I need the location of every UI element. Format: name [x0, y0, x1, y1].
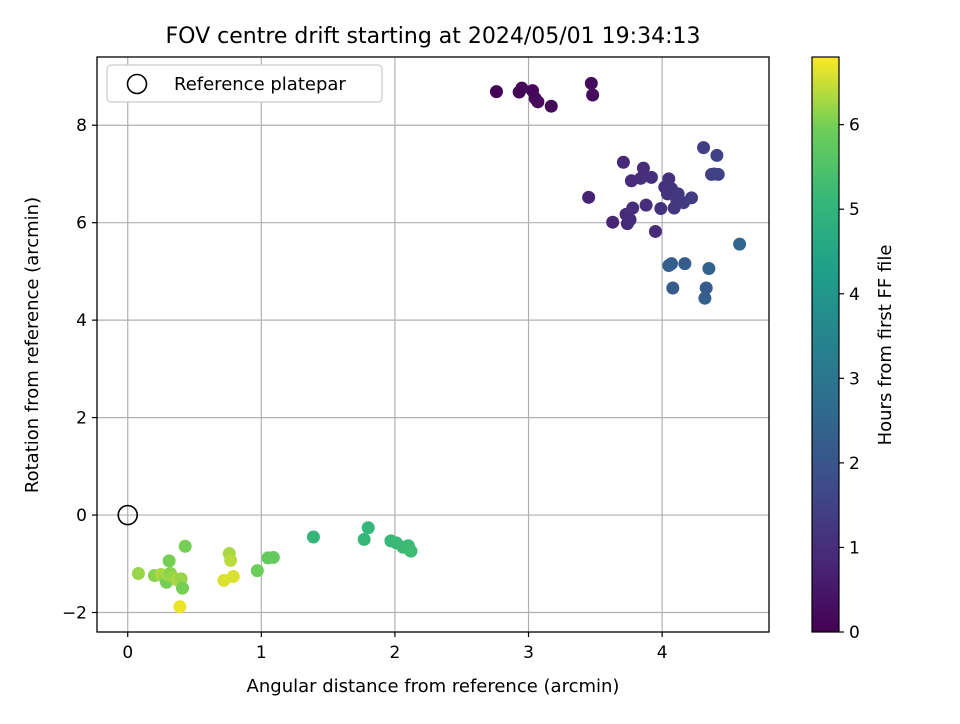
scatter-point — [544, 99, 558, 113]
scatter-point — [162, 554, 176, 568]
scatter-point — [489, 85, 503, 99]
scatter-point — [636, 161, 650, 175]
scatter-point — [131, 567, 145, 581]
colorbar-ticks: 0 1 2 3 4 5 6 — [839, 116, 860, 643]
scatter-point — [678, 257, 692, 271]
y-tick-label: 8 — [76, 116, 87, 136]
scatter-point — [584, 76, 598, 90]
scatter-point — [639, 198, 653, 212]
scatter-point — [306, 530, 320, 544]
legend-entry-reference-platepar: Reference platepar — [174, 74, 346, 95]
scatter-point — [710, 148, 724, 162]
scatter-point — [586, 88, 600, 102]
plot-frame — [96, 56, 770, 633]
reference-platepar-marker — [117, 504, 139, 526]
x-axis-ticks: 0 1 2 3 4 — [122, 632, 668, 663]
scatter-point — [176, 581, 190, 595]
grid-lines — [97, 57, 769, 632]
colorbar-tick-label: 0 — [849, 623, 860, 643]
legend-marker-icon — [126, 73, 148, 95]
scatter-point — [654, 202, 668, 216]
scatter-point — [698, 291, 712, 305]
colorbar-gradient — [812, 57, 839, 632]
scatter-point — [582, 190, 596, 204]
scatter-point — [531, 95, 545, 109]
scatter-point — [685, 191, 699, 205]
scatter-point — [666, 281, 680, 295]
y-tick-label: 2 — [76, 409, 87, 429]
scatter-point — [648, 224, 662, 238]
scatter-point — [697, 141, 711, 155]
scatter-point — [361, 521, 375, 535]
colorbar-tick-label: 3 — [849, 369, 860, 389]
y-tick-label: 6 — [76, 214, 87, 234]
legend: Reference platepar — [106, 64, 383, 103]
scatter-point — [699, 281, 713, 295]
scatter-point — [634, 171, 648, 185]
y-tick-label: −2 — [62, 604, 87, 624]
x-axis-label: Angular distance from reference (arcmin) — [247, 676, 620, 697]
colorbar-tick-label: 1 — [849, 538, 860, 558]
colorbar-label: Hours from first FF file — [875, 245, 896, 446]
scatter-point — [623, 213, 637, 227]
data-points — [131, 76, 747, 614]
y-tick-label: 4 — [76, 311, 87, 331]
colorbar-tick-label: 5 — [849, 200, 860, 220]
scatter-point — [664, 257, 678, 271]
scatter-point — [404, 544, 418, 558]
scatter-point — [224, 553, 238, 567]
scatter-point — [644, 170, 658, 184]
legend-box — [106, 64, 383, 103]
y-axis-label: Rotation from reference (arcmin) — [22, 197, 43, 493]
chart-title: FOV centre drift starting at 2024/05/01 … — [166, 24, 701, 49]
colorbar-frame — [811, 56, 840, 633]
scatter-point — [226, 569, 240, 583]
x-tick-label: 4 — [657, 643, 668, 663]
scatter-point — [702, 261, 716, 275]
y-tick-label: 0 — [76, 506, 87, 526]
scatter-point — [266, 550, 280, 564]
scatter-point — [626, 201, 640, 215]
colorbar: 0 1 2 3 4 5 6 Hours from first FF file — [811, 56, 896, 643]
scatter-point — [711, 167, 725, 181]
scatter-point — [250, 564, 264, 578]
colorbar-tick-label: 6 — [849, 116, 860, 136]
colorbar-tick-label: 4 — [849, 285, 860, 305]
x-tick-label: 3 — [523, 643, 534, 663]
scatter-point — [173, 600, 187, 614]
colorbar-tick-label: 2 — [849, 454, 860, 474]
x-tick-label: 0 — [122, 643, 133, 663]
scatter-point — [616, 155, 630, 169]
scatter-point — [515, 81, 529, 95]
y-axis-ticks: −2 0 2 4 6 8 — [62, 116, 97, 624]
x-tick-label: 2 — [390, 643, 401, 663]
scatter-point — [357, 532, 371, 546]
scatter-point — [662, 172, 676, 186]
x-tick-label: 1 — [256, 643, 267, 663]
scatter-point — [178, 539, 192, 553]
scatter-point — [606, 215, 620, 229]
scatter-point — [733, 237, 747, 251]
